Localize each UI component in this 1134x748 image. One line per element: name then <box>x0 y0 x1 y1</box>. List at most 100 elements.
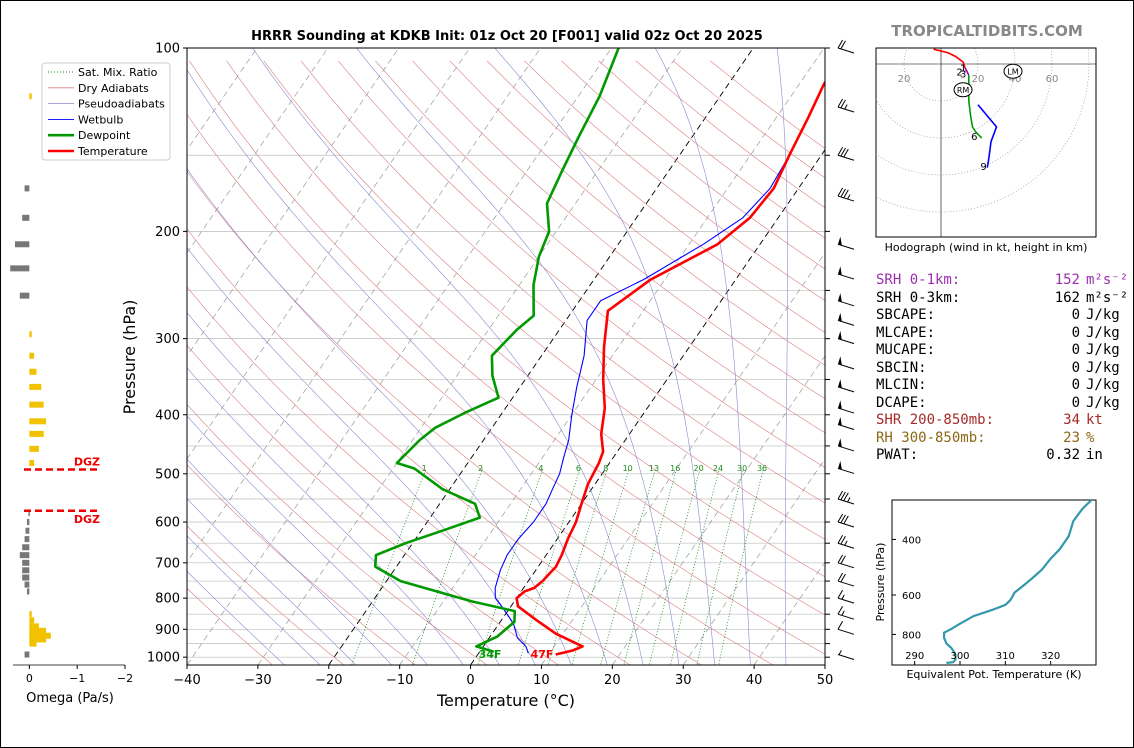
hodograph-caption: Hodograph (wind in kt, height in km) <box>885 241 1088 254</box>
pseudoadiabat <box>187 69 608 665</box>
wind-barb-shaft <box>837 628 855 635</box>
omega-bar <box>29 640 37 647</box>
hodograph-trace <box>933 48 966 68</box>
hodograph-ring-label: 40 <box>1009 74 1022 85</box>
mixing-ratio-label: 24 <box>713 464 723 473</box>
parameter-value: 152 <box>1054 272 1080 288</box>
watermark: TROPICALTIDBITS.COM <box>891 22 1083 40</box>
pseudoadiabat <box>654 48 751 665</box>
omega-bar <box>24 581 30 588</box>
pseudoadiabat <box>187 415 428 665</box>
omega-bar <box>22 567 30 574</box>
mixing-ratio-line <box>670 468 720 665</box>
parameter-unit: m²s⁻² <box>1086 272 1129 288</box>
parameter-label: SRH 0-1km: <box>876 272 961 288</box>
wind-barb-full <box>837 554 844 564</box>
wind-barb-full <box>840 535 846 545</box>
surface-temp-label: 47F <box>531 648 554 661</box>
wind-barb-full <box>840 147 846 157</box>
isotherm-line <box>187 48 612 665</box>
pseudoadiabat <box>187 168 572 665</box>
theta-e-frame <box>891 499 1097 666</box>
parameter-value: 0.32 <box>1046 447 1080 463</box>
theta-e-x-tick-label: 300 <box>950 651 969 662</box>
parameter-label: MLCIN: <box>876 377 927 393</box>
wind-barb-full <box>843 515 849 525</box>
wind-barb-half <box>847 194 851 200</box>
dry-adiabat <box>189 60 825 616</box>
wind-barb <box>837 98 855 113</box>
parameter-label: SRH 0-3km: <box>876 289 961 306</box>
omega-bar <box>29 445 39 452</box>
theta-e-x-axis-label: Equivalent Pot. Temperature (K) <box>906 668 1081 681</box>
dry-adiabat <box>300 60 825 504</box>
parameter-row: MLCIN: 0 J/kg <box>876 377 1120 395</box>
parameter-value: 23 <box>1063 429 1080 446</box>
wind-barb <box>837 534 855 549</box>
mixing-ratio-line <box>696 468 744 665</box>
mixing-ratio-line <box>648 468 701 665</box>
parameter-label: SBCIN: <box>876 359 927 376</box>
wind-barb-flag <box>838 236 842 246</box>
omega-panel: 0 −1 −2 DGZ DGZ <box>10 93 133 685</box>
wind-barb-shaft <box>837 597 855 604</box>
wind-barb-shaft <box>837 654 855 660</box>
wind-barb-flag <box>838 331 842 340</box>
hodograph-ring-label: 20 <box>898 74 911 85</box>
wind-barb-full <box>837 513 844 523</box>
x-tick-label: 0 <box>466 673 474 688</box>
dry-adiabat <box>375 60 825 434</box>
parameter-row: PWAT: 0.32 in <box>876 447 1116 465</box>
parameter-value: 0 <box>1071 307 1080 323</box>
wind-barb-half <box>847 497 851 503</box>
pseudoadiabat <box>187 367 464 665</box>
parameter-row: RH 300-850mb: 23% <box>876 430 1116 448</box>
omega-bar <box>29 368 37 375</box>
wind-barb-full <box>840 555 846 564</box>
omega-x-tick-label: −2 <box>117 672 133 685</box>
wind-barb <box>837 621 855 635</box>
wind-barb <box>837 490 855 505</box>
y-tick-label: 100 <box>155 42 180 57</box>
pseudoadiabat <box>252 48 644 665</box>
y-tick-label: 1000 <box>147 651 180 666</box>
omega-bar <box>26 588 30 595</box>
hodograph-height-label: 9 <box>980 162 986 173</box>
x-tick-label: 40 <box>746 673 763 688</box>
omega-bar <box>22 559 30 566</box>
omega-bar <box>10 265 30 272</box>
dewpoint-trace <box>373 48 620 654</box>
y-tick-label: 200 <box>155 225 180 240</box>
wind-barb-shaft <box>837 300 855 307</box>
parameter-label: RH 300-850mb: <box>876 429 986 446</box>
mixing-ratio-label: 16 <box>670 464 680 473</box>
dry-adiabat <box>187 464 416 665</box>
wind-barb-flag <box>838 293 842 302</box>
parameter-label: SBCAPE: <box>876 307 936 323</box>
parameter-unit: m²s⁻² <box>1086 289 1129 306</box>
freezing-isotherm <box>328 48 754 665</box>
pseudoadiabat <box>187 312 500 665</box>
dry-adiabat <box>187 404 488 665</box>
parameter-unit: J/kg <box>1086 377 1120 393</box>
mixing-ratio-label: 20 <box>694 464 704 473</box>
wind-barb <box>837 312 855 326</box>
y-tick-label: 400 <box>155 408 180 423</box>
wind-barb-full <box>837 534 844 544</box>
wind-barb-flag <box>838 379 842 389</box>
wind-barb-shaft <box>837 613 855 620</box>
omega-bar <box>29 383 42 390</box>
skewt-x-axis-label: Temperature (°C) <box>436 691 575 710</box>
isotherm-line <box>399 48 825 665</box>
main-title: HRRR Sounding at KDKB Init: 01z Oct 20 [… <box>251 29 763 44</box>
wind-barb-half <box>838 650 842 656</box>
wetbulb-trace <box>494 81 825 654</box>
omega-axis-label: Omega (Pa/s) <box>26 691 114 706</box>
omega-bar <box>29 617 35 624</box>
wind-barb <box>837 147 855 161</box>
dry-adiabat <box>226 60 825 578</box>
x-tick-label: 50 <box>817 673 834 688</box>
parameter-unit: J/kg <box>1086 394 1120 411</box>
storm-motion-label: RM <box>957 86 970 95</box>
wind-barb-flag <box>838 438 842 448</box>
